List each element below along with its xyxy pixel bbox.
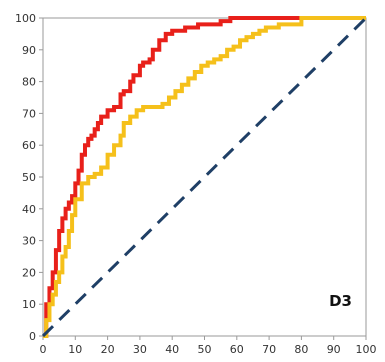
y-tick-label: 50 [22, 171, 36, 184]
roc-curve-1 [43, 16, 366, 338]
y-tick-label: 60 [22, 139, 36, 152]
x-tick-label: 80 [294, 343, 308, 356]
x-tick-label: 10 [68, 343, 82, 356]
y-tick-label: 100 [15, 12, 36, 25]
y-tick-label: 80 [22, 76, 36, 89]
x-tick-label: 40 [165, 343, 179, 356]
y-tick-label: 20 [22, 266, 36, 279]
y-tick-label: 70 [22, 107, 36, 120]
x-tick-label: 0 [40, 343, 47, 356]
y-tick-label: 10 [22, 298, 36, 311]
x-tick-label: 30 [133, 343, 147, 356]
roc-curve-0 [43, 16, 366, 338]
x-tick-label: 90 [327, 343, 341, 356]
reference-diagonal-line [41, 16, 368, 338]
x-tick-label: 50 [198, 343, 212, 356]
y-tick-label: 90 [22, 44, 36, 57]
x-tick-label: 70 [262, 343, 276, 356]
y-tick-label: 0 [29, 330, 36, 343]
x-tick-label: 100 [356, 343, 377, 356]
x-tick-label: 20 [101, 343, 115, 356]
y-tick-label: 30 [22, 235, 36, 248]
y-tick-label: 40 [22, 203, 36, 216]
x-tick-label: 60 [230, 343, 244, 356]
panel-label: D3 [329, 292, 352, 310]
